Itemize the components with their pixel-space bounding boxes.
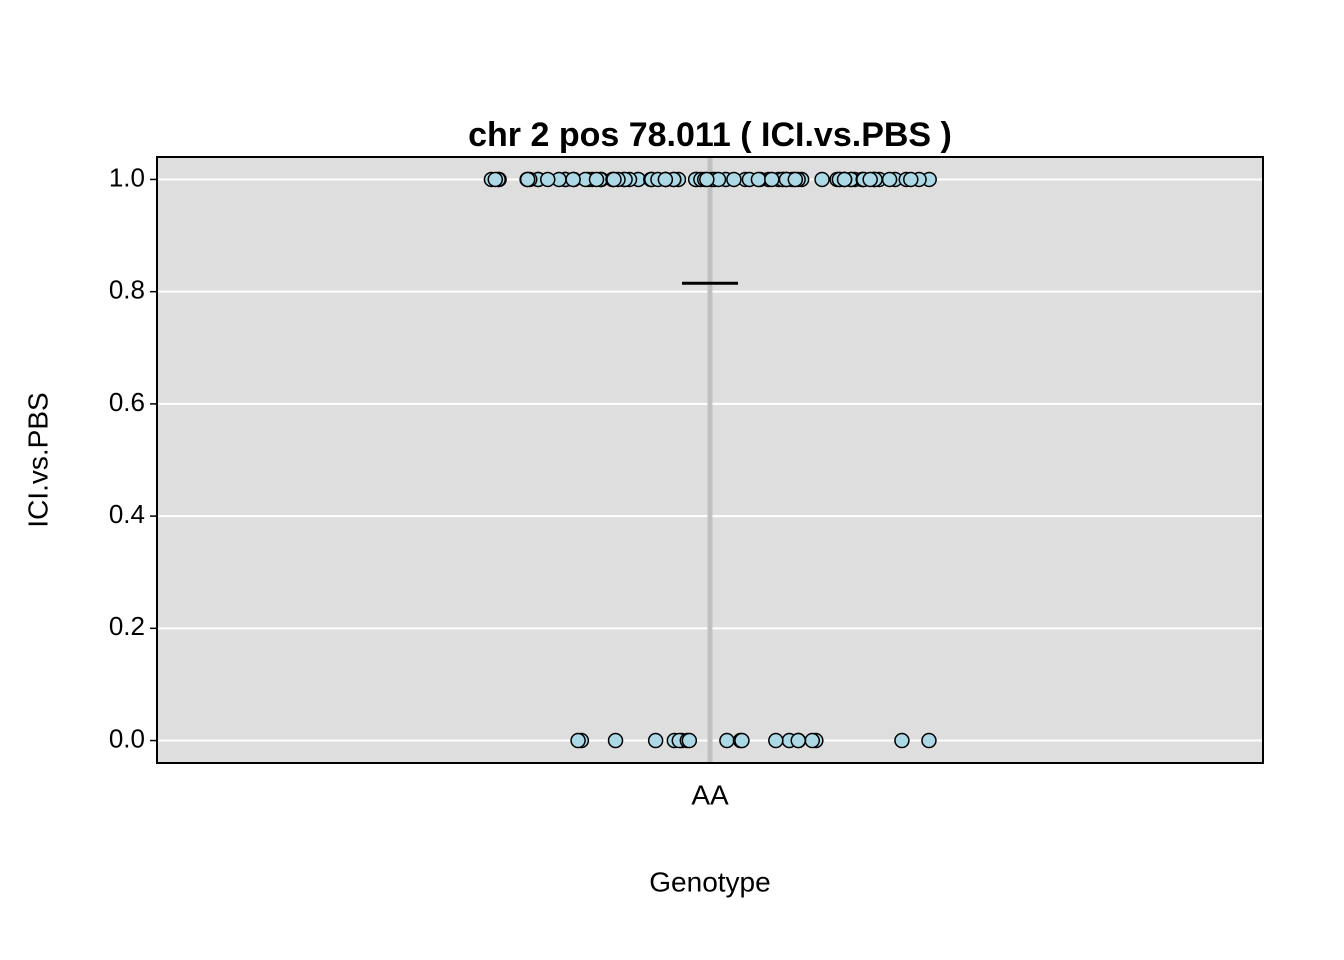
y-axis-label: ICI.vs.PBS: [22, 392, 53, 527]
point: [787, 171, 804, 188]
point: [734, 732, 750, 749]
point: [570, 732, 586, 749]
point: [881, 171, 898, 188]
y-tick-label: 1.0: [109, 162, 145, 192]
point: [814, 171, 830, 188]
point: [487, 171, 504, 188]
chart-title: chr 2 pos 78.011 ( ICI.vs.PBS ): [468, 116, 952, 154]
point: [804, 732, 820, 749]
point: [836, 171, 853, 188]
point: [588, 171, 605, 188]
point: [768, 732, 784, 749]
point: [565, 171, 581, 188]
point: [764, 171, 780, 188]
x-tick-label: AA: [691, 779, 729, 810]
point: [921, 732, 937, 749]
y-tick-label: 0.2: [109, 611, 145, 641]
point: [607, 732, 624, 749]
y-tick-label: 0.6: [109, 387, 145, 417]
point: [726, 171, 742, 188]
point: [790, 732, 806, 749]
y-tick-label: 0.0: [109, 723, 145, 753]
y-tick-label: 0.8: [109, 275, 145, 305]
point: [657, 171, 674, 188]
point: [719, 732, 735, 749]
point: [539, 171, 556, 188]
point: [519, 171, 536, 188]
point: [606, 171, 622, 188]
point: [862, 171, 878, 188]
point: [750, 171, 767, 188]
point: [699, 171, 715, 188]
plot-border: [156, 156, 1264, 764]
point: [647, 732, 664, 749]
y-tick-label: 0.4: [109, 499, 145, 529]
point: [903, 171, 919, 188]
x-axis-label: Genotype: [649, 866, 770, 897]
point: [894, 732, 910, 749]
point: [681, 732, 698, 749]
